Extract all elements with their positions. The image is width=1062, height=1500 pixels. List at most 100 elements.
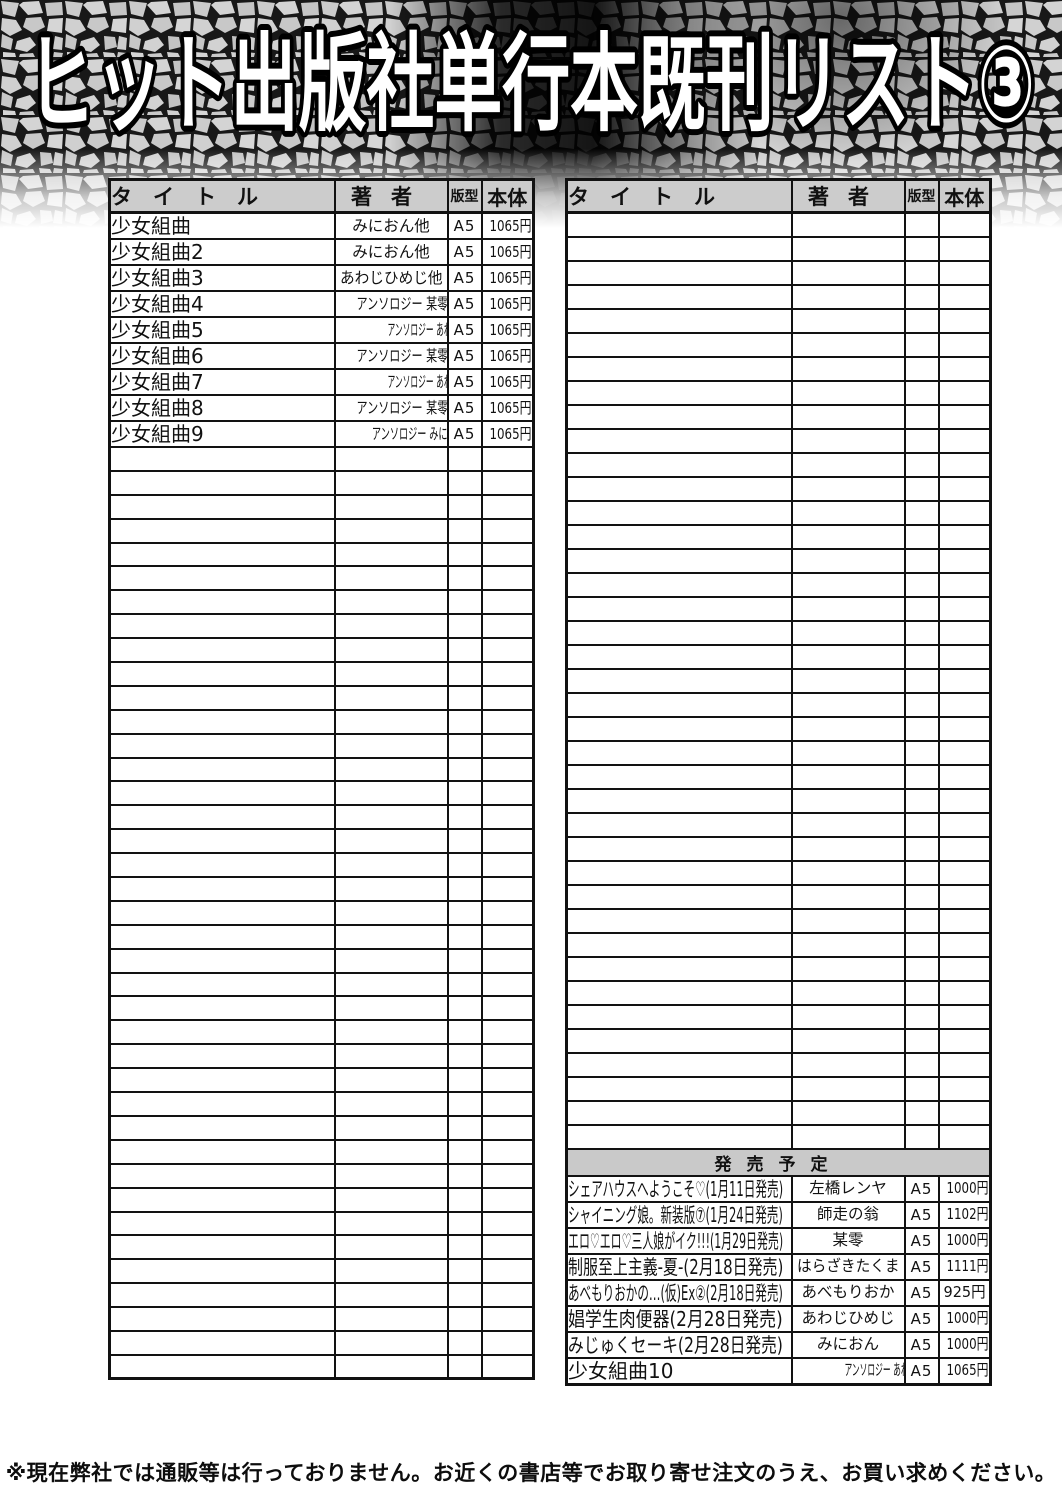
empty-table-row [565, 931, 992, 958]
author-cell: みにおん他 [333, 211, 449, 240]
empty-table-row [108, 828, 535, 855]
empty-table-row [565, 619, 992, 646]
price-cell [937, 691, 992, 718]
format-cell [446, 1043, 483, 1070]
column-header-format: 版型 [446, 178, 483, 214]
title-cell [108, 589, 336, 616]
price-cell [480, 1306, 535, 1332]
title-cell [565, 403, 793, 430]
author-cell [333, 1162, 449, 1189]
format-cell [903, 259, 940, 286]
price-cell [937, 859, 992, 886]
author-cell [333, 1043, 449, 1070]
title-cell [108, 661, 336, 687]
header-row: タイトル 著者 版型 本体 [565, 178, 992, 214]
title-cell: 少女組曲8 [108, 394, 336, 422]
title-cell [108, 493, 336, 520]
author-cell [333, 995, 449, 1022]
empty-table-row [565, 835, 992, 862]
empty-table-row [108, 923, 535, 950]
format-cell [903, 1027, 940, 1054]
format-cell [446, 756, 483, 783]
format-cell [446, 541, 483, 568]
format-cell [446, 828, 483, 855]
price-cell [937, 763, 992, 790]
price-cell: 1065円 [480, 264, 535, 292]
column-header-title: タイトル [108, 178, 336, 214]
empty-table-row [565, 451, 992, 478]
price-cell [937, 1099, 992, 1126]
format-cell [446, 684, 483, 711]
author-cell: アンソロジー 某零他 [333, 342, 449, 370]
price-cell [937, 811, 992, 838]
format-cell [903, 1003, 940, 1030]
format-cell [446, 876, 483, 902]
author-cell: アンソロジー あわじひめじ他 [790, 1356, 906, 1385]
author-cell [790, 1123, 906, 1150]
format-cell: A5 [903, 1304, 940, 1333]
title-cell: 少女組曲9 [108, 420, 336, 448]
format-cell [446, 1258, 483, 1285]
price-cell: 1065円 [937, 1356, 992, 1385]
author-cell [333, 613, 449, 640]
empty-table-row [108, 541, 535, 568]
author-cell [790, 979, 906, 1006]
empty-table-row [108, 756, 535, 783]
empty-table-row [108, 1162, 535, 1189]
table-row: 少女組曲8 アンソロジー 某零他 A5 1065円 [108, 394, 535, 422]
format-cell: A5 [446, 264, 483, 292]
price-cell: 1111円 [937, 1252, 992, 1281]
empty-table-row [108, 446, 535, 472]
empty-table-row [108, 732, 535, 759]
price-cell [480, 446, 535, 472]
release-schedule-banner: 発売予定 [565, 1147, 992, 1177]
author-cell [790, 499, 906, 526]
title-cell [108, 517, 336, 544]
price-cell [937, 1003, 992, 1030]
author-cell [333, 446, 449, 472]
price-cell [937, 451, 992, 478]
right-table-header: タイトル 著者 版型 本体 [565, 178, 992, 214]
footer-note: ※現在弊社では通販等は行っておりません。お近くの書店等でお取り寄せ注文のうえ、お… [5, 1461, 1057, 1485]
price-cell [480, 1043, 535, 1070]
empty-table-row [565, 547, 992, 574]
price-cell [937, 931, 992, 958]
column-header-title: タイトル [565, 178, 793, 214]
table-row: 少女組曲3 あわじひめじ他 A5 1065円 [108, 264, 535, 292]
table-row: あべもりおかの…(仮)Ex②(2月18日発売) あべもりおか A5 925円 [565, 1278, 992, 1307]
title-cell [108, 684, 336, 711]
price-cell [480, 1282, 535, 1309]
format-cell [903, 955, 940, 982]
price-cell [480, 1138, 535, 1165]
left-table-body: 少女組曲 みにおん他 A5 1065円 少女組曲2 みにおん他 A5 1065円… [108, 211, 535, 448]
author-cell [333, 1210, 449, 1237]
format-cell: A5 [903, 1278, 940, 1307]
title-cell [108, 804, 336, 831]
format-cell [446, 1019, 483, 1046]
title-cell [108, 899, 336, 926]
price-cell [480, 876, 535, 902]
title-cell: 少女組曲7 [108, 368, 336, 396]
price-cell [937, 427, 992, 454]
format-cell [446, 708, 483, 735]
format-cell [446, 589, 483, 616]
format-cell [903, 883, 940, 910]
header-row: タイトル 著者 版型 本体 [108, 178, 535, 214]
format-cell [446, 661, 483, 687]
author-cell [333, 923, 449, 950]
price-cell [937, 1027, 992, 1054]
author-cell [790, 307, 906, 334]
price-cell [937, 1123, 992, 1150]
empty-table-row [565, 355, 992, 382]
author-cell [790, 283, 906, 310]
title-cell [565, 451, 793, 478]
title-cell [108, 1138, 336, 1165]
author-cell [333, 1114, 449, 1141]
author-cell [790, 595, 906, 622]
price-cell [937, 595, 992, 622]
author-cell [790, 931, 906, 958]
author-cell [790, 763, 906, 790]
format-cell [446, 613, 483, 640]
author-cell [790, 715, 906, 742]
